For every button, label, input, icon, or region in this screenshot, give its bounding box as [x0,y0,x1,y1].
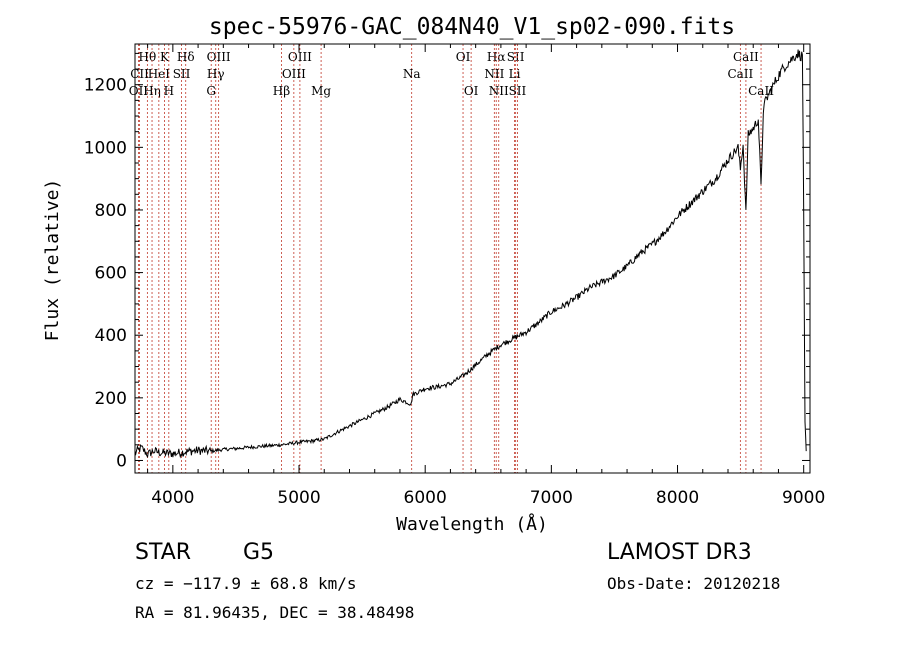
line-label: Hα [487,50,506,64]
x-tick-label: 9000 [782,488,825,508]
chart-title: spec-55976-GAC_084N40_V1_sp02-090.fits [209,14,735,40]
axis-ticks: 4000 5000 6000 7000 8000 9000 0 200 400 600 800 100… [84,44,825,508]
line-label: OIII [207,50,231,64]
x-tick-label: 5000 [277,488,320,508]
line-label: OII [129,84,149,98]
x-tick-label: 8000 [656,488,699,508]
y-tick-label: 200 [95,389,127,409]
y-tick-label: 1000 [84,138,127,158]
redshift-value: cz = −117.9 ± 68.8 km/s [135,574,357,593]
line-label: Hη [143,84,161,98]
y-tick-label: 600 [95,264,127,284]
y-tick-label: 0 [116,451,127,471]
line-label: OI [456,50,471,64]
observation-date: Obs-Date: 20120218 [607,574,781,593]
y-tick-label: 800 [95,201,127,221]
line-label: SII [509,84,527,98]
line-label: CaII [733,50,759,64]
line-label: G [206,84,216,98]
line-label: OIII [288,50,312,64]
survey-name: LAMOST DR3 [607,540,752,565]
line-label: Hβ [273,84,290,98]
line-label: Mg [311,84,331,98]
flux-series [134,49,807,459]
line-label: K [160,50,170,64]
line-label: CII [130,67,149,81]
x-axis-label: Wavelength (Å) [396,513,548,535]
y-axis-label: Flux (relative) [42,179,63,342]
coordinates: RA = 81.96435, DEC = 38.48498 [135,603,415,622]
x-tick-label: 6000 [404,488,447,508]
line-label: Hγ [207,67,225,81]
line-label: H [164,84,174,98]
line-label: SII [507,50,525,64]
line-label: OI [464,84,479,98]
line-label: NII [484,67,504,81]
object-class: STAR [135,540,192,565]
line-label: NII [489,84,509,98]
object-subclass: G5 [243,540,275,565]
y-tick-label: 1200 [84,76,127,96]
x-tick-label: 7000 [530,488,573,508]
plot-frame [134,43,811,474]
line-label: SII [173,67,191,81]
line-label: OIII [282,67,306,81]
line-label: HeI [148,67,171,81]
line-label: Hδ [177,50,195,64]
line-label: Na [403,67,421,81]
line-label: Li [509,67,521,81]
line-label: CaII [748,84,774,98]
x-tick-label: 4000 [151,488,194,508]
line-label: Hθ [139,50,157,64]
y-tick-label: 400 [95,326,127,346]
line-label: CaII [727,67,753,81]
